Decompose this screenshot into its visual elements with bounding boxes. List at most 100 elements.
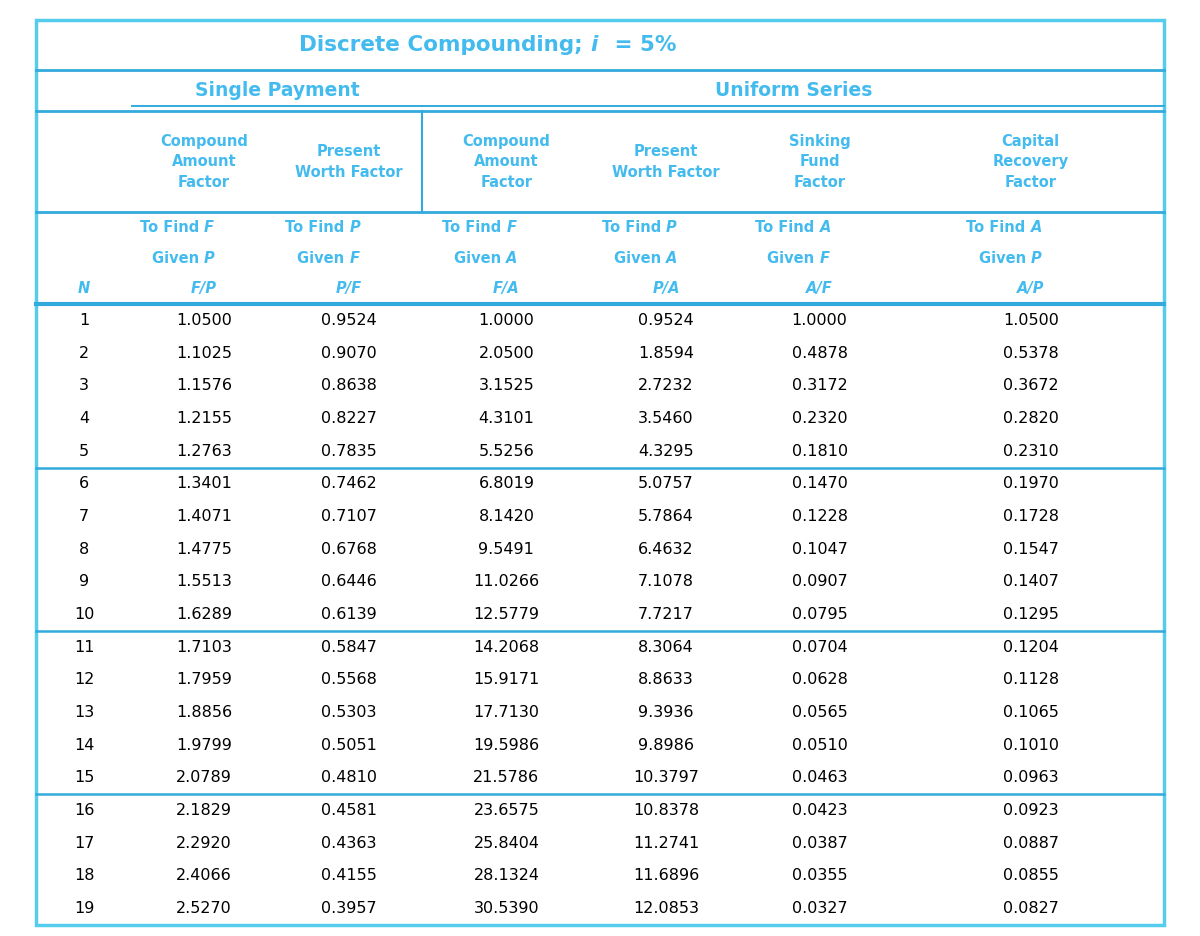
Text: 0.1810: 0.1810 [792,444,847,459]
Text: 19.5986: 19.5986 [473,738,540,753]
Text: 0.9070: 0.9070 [322,345,377,360]
Text: 8.1420: 8.1420 [479,509,534,524]
Text: 1: 1 [79,313,89,328]
Text: 11.0266: 11.0266 [473,575,540,590]
Text: 0.4155: 0.4155 [322,869,377,884]
Text: 0.1970: 0.1970 [1003,476,1058,491]
Text: 1.6289: 1.6289 [176,607,232,622]
Text: 5.7864: 5.7864 [638,509,694,524]
Text: Present
Worth Factor: Present Worth Factor [612,144,720,180]
Text: A/F: A/F [806,282,833,297]
Text: 0.0423: 0.0423 [792,803,847,818]
Text: = 5%: = 5% [606,35,676,55]
Text: To Find: To Find [139,220,204,235]
Text: 1.2155: 1.2155 [176,411,232,426]
Text: 30.5390: 30.5390 [474,901,539,916]
Text: 0.0963: 0.0963 [1003,770,1058,785]
Text: 1.4775: 1.4775 [176,542,232,557]
Text: 1.0000: 1.0000 [792,313,847,328]
Text: Compound
Amount
Factor: Compound Amount Factor [160,134,248,190]
Text: 2: 2 [79,345,89,360]
Text: 25.8404: 25.8404 [473,836,540,851]
Text: Sinking
Fund
Factor: Sinking Fund Factor [788,134,851,190]
Text: Present
Worth Factor: Present Worth Factor [295,144,403,180]
Text: 17: 17 [74,836,94,851]
Text: 7: 7 [79,509,89,524]
Text: Capital
Recovery
Factor: Capital Recovery Factor [992,134,1069,190]
Text: 11.6896: 11.6896 [632,869,700,884]
Text: 1.2763: 1.2763 [176,444,232,459]
Text: P: P [666,220,677,235]
Text: 4.3101: 4.3101 [479,411,534,426]
Text: 0.0510: 0.0510 [792,738,847,753]
Text: 1.8594: 1.8594 [638,345,694,360]
Text: 0.3172: 0.3172 [792,378,847,393]
Text: 8.8633: 8.8633 [638,672,694,687]
Text: 0.1728: 0.1728 [1003,509,1058,524]
Text: 7.1078: 7.1078 [638,575,694,590]
Text: A/P: A/P [1018,282,1044,297]
Text: 0.0355: 0.0355 [792,869,847,884]
Text: 17.7130: 17.7130 [473,705,540,720]
Text: 0.1128: 0.1128 [1003,672,1058,687]
Text: Given: Given [978,251,1031,266]
Text: F: F [349,251,359,266]
Text: 23.6575: 23.6575 [474,803,539,818]
Text: 6.8019: 6.8019 [479,476,534,491]
Text: 9.8986: 9.8986 [638,738,694,753]
Text: 0.1295: 0.1295 [1003,607,1058,622]
Text: 6.4632: 6.4632 [638,542,694,557]
Text: 9.3936: 9.3936 [638,705,694,720]
Text: 0.5847: 0.5847 [322,639,377,654]
Text: 13: 13 [74,705,94,720]
Text: 19: 19 [74,901,94,916]
Text: 12.5779: 12.5779 [473,607,540,622]
Text: 0.9524: 0.9524 [638,313,694,328]
Text: 0.1407: 0.1407 [1003,575,1058,590]
Text: 0.0887: 0.0887 [1003,836,1058,851]
Text: 3: 3 [79,378,89,393]
Text: 0.3957: 0.3957 [322,901,377,916]
Text: 0.4810: 0.4810 [322,770,377,785]
Text: 8.3064: 8.3064 [638,639,694,654]
Text: To Find: To Find [442,220,506,235]
Text: P/A: P/A [653,282,679,297]
Text: Given: Given [767,251,820,266]
Text: 1.7103: 1.7103 [176,639,232,654]
Text: 0.0704: 0.0704 [792,639,847,654]
Text: 2.0500: 2.0500 [479,345,534,360]
Text: 1.4071: 1.4071 [176,509,232,524]
Text: F: F [820,251,829,266]
Text: 10: 10 [74,607,94,622]
Text: 11: 11 [73,639,95,654]
Text: A: A [820,220,830,235]
Text: 1.0500: 1.0500 [176,313,232,328]
Text: 2.7232: 2.7232 [638,378,694,393]
Text: 14.2068: 14.2068 [473,639,540,654]
Text: 11.2741: 11.2741 [632,836,700,851]
Text: 0.8227: 0.8227 [322,411,377,426]
Text: 0.1047: 0.1047 [792,542,847,557]
Text: 1.3401: 1.3401 [176,476,232,491]
Text: P: P [349,220,360,235]
Text: Given: Given [613,251,666,266]
Text: 14: 14 [74,738,94,753]
Text: 0.0628: 0.0628 [792,672,847,687]
Text: 28.1324: 28.1324 [473,869,540,884]
Text: 2.1829: 2.1829 [176,803,232,818]
Text: 7.7217: 7.7217 [638,607,694,622]
Text: F/P: F/P [191,282,217,297]
Text: 0.4581: 0.4581 [322,803,377,818]
Text: N: N [78,282,90,297]
Text: Given: Given [296,251,349,266]
Text: 1.1576: 1.1576 [176,378,232,393]
Text: 2.5270: 2.5270 [176,901,232,916]
Text: 10.3797: 10.3797 [634,770,698,785]
Text: 0.6768: 0.6768 [322,542,377,557]
Text: 0.0463: 0.0463 [792,770,847,785]
Text: F: F [204,220,214,235]
Text: 3.1525: 3.1525 [479,378,534,393]
Text: 1.1025: 1.1025 [176,345,232,360]
Text: To Find: To Find [601,220,666,235]
Text: 0.1547: 0.1547 [1003,542,1058,557]
